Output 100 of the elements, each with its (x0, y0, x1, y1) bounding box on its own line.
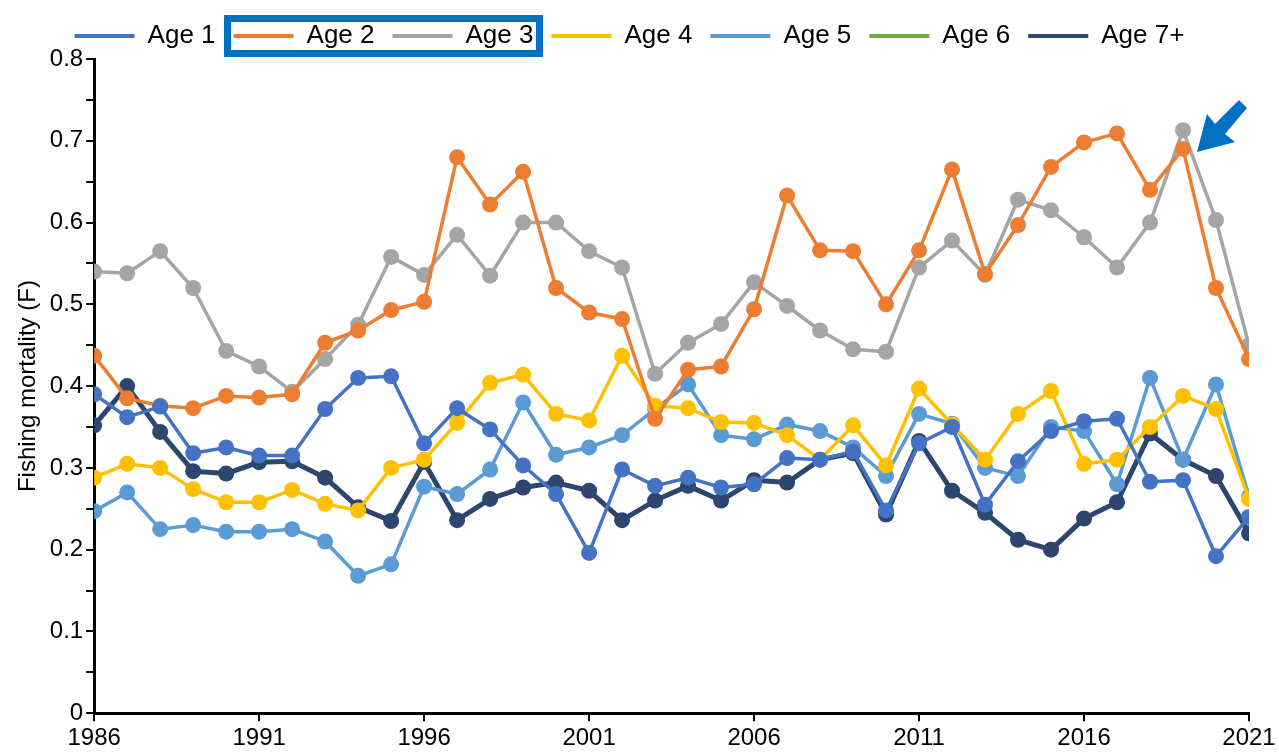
point (977, 451, 994, 468)
point (185, 517, 202, 534)
point (812, 423, 829, 440)
point (152, 243, 169, 260)
point (1109, 451, 1126, 468)
point (1142, 369, 1159, 386)
point (746, 274, 763, 291)
point (317, 495, 334, 512)
point (119, 265, 136, 282)
point (746, 301, 763, 318)
point (119, 390, 136, 407)
point (581, 439, 598, 456)
point (416, 478, 433, 495)
point (416, 435, 433, 452)
point (878, 343, 895, 360)
x-tick-label: 1991 (232, 723, 286, 751)
point (614, 259, 631, 276)
point (449, 486, 466, 503)
point (1076, 455, 1093, 472)
point (449, 226, 466, 243)
point (1175, 472, 1192, 489)
point (515, 457, 532, 474)
point (581, 544, 598, 561)
point (779, 297, 796, 314)
point (911, 259, 928, 276)
point (1010, 468, 1027, 485)
point (284, 447, 301, 464)
point (515, 214, 532, 231)
point (1208, 212, 1225, 229)
point (1208, 401, 1225, 417)
point (713, 479, 730, 496)
point (1076, 229, 1093, 246)
point (647, 492, 664, 509)
point (1010, 453, 1027, 470)
point (779, 187, 796, 204)
point (185, 445, 202, 462)
y-axis-title: Fishing mortality (F) (13, 280, 41, 493)
point (251, 358, 268, 375)
point (713, 414, 730, 431)
point (845, 417, 862, 434)
point (515, 163, 532, 180)
point (614, 461, 631, 478)
point (1076, 413, 1093, 430)
point (317, 351, 334, 368)
point (218, 465, 235, 482)
point (482, 374, 499, 391)
point (680, 334, 697, 351)
point (251, 494, 268, 511)
point (548, 446, 565, 463)
point (449, 414, 466, 431)
legend-label: Age 2 (306, 19, 375, 50)
point (1109, 259, 1126, 276)
x-tick-label: 2001 (562, 723, 616, 751)
x-tick-label: 1996 (397, 723, 451, 751)
y-tick-label: 0.1 (49, 616, 84, 644)
point (746, 431, 763, 448)
point (1142, 473, 1159, 490)
point (1109, 125, 1126, 142)
x-tick-label: 1986 (67, 723, 121, 751)
point (1175, 387, 1192, 404)
point (1043, 541, 1060, 558)
legend-label: Age 4 (624, 19, 693, 50)
point (1043, 423, 1060, 440)
point (746, 414, 763, 431)
point (119, 484, 136, 501)
point (350, 322, 367, 339)
point (647, 365, 664, 382)
point (812, 242, 829, 259)
point (251, 389, 268, 406)
point (383, 302, 400, 319)
point (680, 400, 697, 417)
point (944, 161, 961, 178)
legend-label: Age 1 (147, 19, 216, 50)
point (647, 477, 664, 494)
point (911, 380, 928, 397)
point (1010, 217, 1027, 233)
point (614, 311, 631, 328)
point (878, 457, 895, 474)
x-tick-label: 2006 (727, 723, 781, 751)
point (1076, 510, 1093, 527)
point (152, 521, 169, 538)
point (449, 149, 466, 166)
point (383, 513, 400, 530)
point (944, 232, 961, 249)
point (515, 366, 532, 383)
point (218, 387, 235, 404)
point (779, 450, 796, 467)
point (911, 242, 928, 259)
point (1208, 468, 1225, 485)
point (383, 248, 400, 265)
point (1142, 214, 1159, 231)
point (746, 476, 763, 493)
y-tick-label: 0.8 (49, 43, 84, 71)
legend-label: Age 3 (465, 19, 534, 50)
point (548, 405, 565, 422)
point (317, 401, 334, 417)
point (218, 494, 235, 511)
point (680, 469, 697, 486)
y-tick-label: 0.4 (49, 370, 84, 398)
point (482, 267, 499, 284)
